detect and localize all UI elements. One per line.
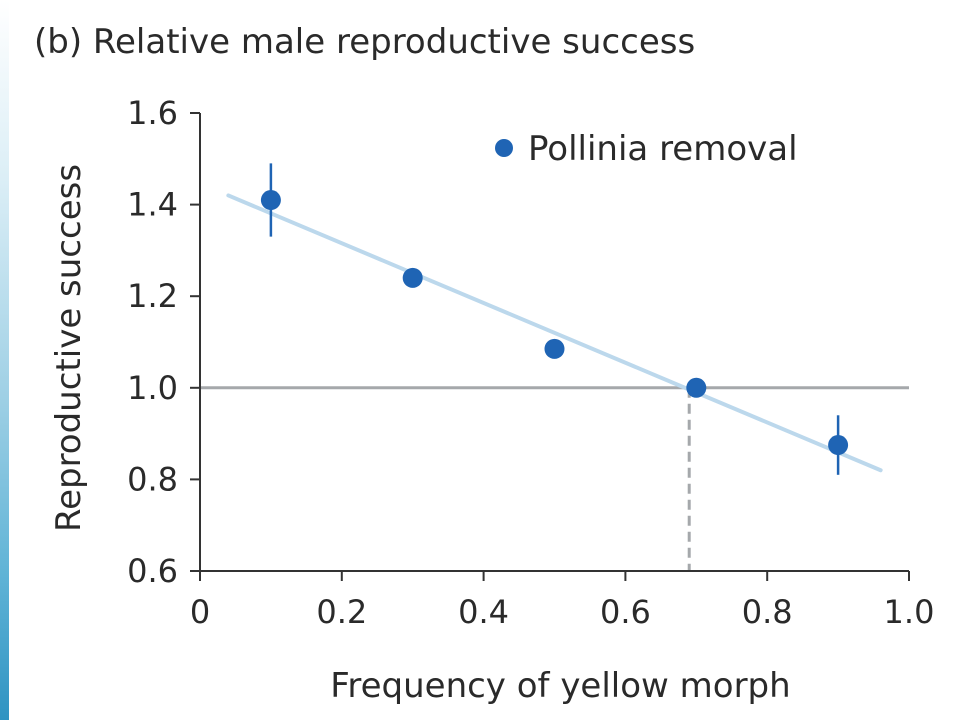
y-axis-title: Reproductive success [49,164,89,532]
x-axis-ticks: 0 0.2 0.4 0.6 0.8 1.0 [190,571,935,631]
x-tick-label: 0 [190,593,210,631]
x-tick-label: 0.4 [458,593,509,631]
data-point [544,338,565,359]
y-tick-label: 1.2 [127,277,178,315]
data-point [828,435,849,456]
data-point [402,267,423,288]
x-axis-title: Frequency of yellow morph [330,666,790,706]
legend: Pollinia removal [495,129,798,169]
figure-title: (b) Relative male reproductive success [34,22,696,62]
y-tick-label: 0.8 [127,460,178,498]
data-points [260,190,849,456]
x-tick-label: 0.8 [742,593,793,631]
error-bars [269,163,840,475]
legend-marker-pollinia-removal [495,139,513,157]
data-point [260,190,281,211]
y-tick-label: 1.4 [127,186,178,224]
y-tick-label: 0.6 [127,552,178,590]
x-tick-label: 0.6 [600,593,651,631]
y-axis-ticks: 0.6 0.8 1.0 1.2 1.4 1.6 [127,94,200,590]
x-tick-label: 1.0 [884,593,935,631]
y-tick-label: 1.0 [127,369,178,407]
x-tick-label: 0.2 [316,593,367,631]
trend-line [226,193,883,473]
data-point [686,377,707,398]
left-edge-decoration [0,0,9,720]
legend-label-pollinia-removal: Pollinia removal [528,129,798,169]
y-tick-label: 1.6 [127,94,178,132]
